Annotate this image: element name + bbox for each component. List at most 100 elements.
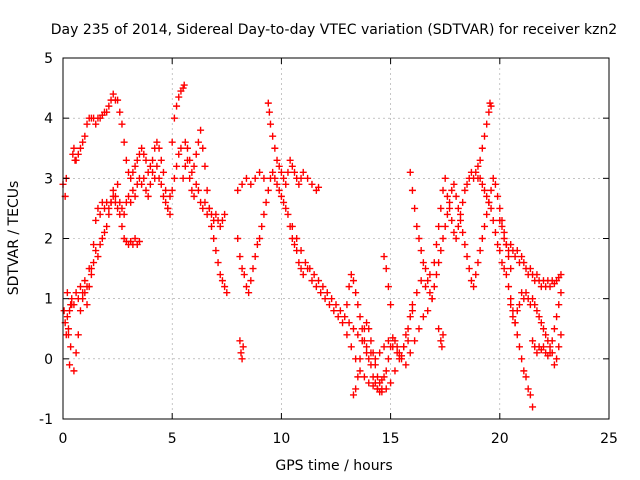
data-point xyxy=(408,307,416,315)
data-point xyxy=(365,355,373,363)
data-point xyxy=(356,355,364,363)
data-point xyxy=(120,138,128,146)
data-point xyxy=(72,289,80,297)
data-point xyxy=(284,210,292,218)
data-point xyxy=(441,174,449,182)
data-point xyxy=(180,81,188,89)
data-point xyxy=(62,331,70,339)
data-point xyxy=(105,210,113,218)
data-point xyxy=(262,198,270,206)
data-point xyxy=(288,162,296,170)
data-point xyxy=(349,391,357,399)
data-point xyxy=(238,180,246,188)
data-point xyxy=(199,204,207,212)
data-point xyxy=(194,138,202,146)
data-point xyxy=(109,186,117,194)
data-point xyxy=(96,210,104,218)
data-point xyxy=(149,168,157,176)
data-point xyxy=(114,204,122,212)
data-point xyxy=(459,228,467,236)
data-point xyxy=(98,235,106,242)
data-point xyxy=(146,162,154,170)
data-point xyxy=(428,295,436,303)
data-point xyxy=(201,198,209,206)
data-point xyxy=(264,99,272,107)
data-point xyxy=(363,349,371,357)
data-point xyxy=(483,210,491,218)
data-point xyxy=(94,253,102,261)
data-point xyxy=(269,168,277,176)
data-point xyxy=(424,307,432,315)
data-point xyxy=(116,210,124,218)
data-point xyxy=(168,138,176,146)
chart-title: Day 235 of 2014, Sidereal Day-to-day VTE… xyxy=(51,22,617,38)
data-point xyxy=(524,385,532,393)
data-point xyxy=(349,277,357,285)
data-point xyxy=(76,283,84,291)
data-point xyxy=(371,355,379,363)
data-point xyxy=(398,352,406,360)
data-point xyxy=(131,235,139,242)
data-point xyxy=(367,361,375,369)
data-point xyxy=(411,204,419,212)
data-point xyxy=(435,222,443,230)
data-point xyxy=(478,235,486,242)
data-point xyxy=(369,373,377,381)
data-point xyxy=(308,277,316,285)
data-point xyxy=(430,283,438,291)
data-point xyxy=(155,144,163,152)
data-point xyxy=(92,216,100,224)
data-point xyxy=(461,241,469,249)
x-tick-label: 10 xyxy=(272,431,290,447)
data-point xyxy=(306,265,314,273)
data-point xyxy=(391,337,399,345)
data-point xyxy=(87,265,95,273)
x-tick-label: 25 xyxy=(600,431,618,447)
data-point xyxy=(72,156,80,164)
x-axis-label: GPS time / hours xyxy=(275,458,392,474)
data-point xyxy=(557,331,565,339)
data-point xyxy=(432,271,440,279)
data-point xyxy=(435,325,443,333)
data-point xyxy=(242,283,250,291)
data-point xyxy=(162,186,170,194)
data-point xyxy=(387,301,395,309)
data-point xyxy=(321,295,329,303)
data-point xyxy=(234,186,242,194)
data-point xyxy=(384,337,392,345)
data-point xyxy=(81,289,89,297)
data-point xyxy=(304,174,312,182)
data-point xyxy=(454,222,462,230)
data-point xyxy=(539,343,547,351)
data-point xyxy=(387,379,395,387)
data-point xyxy=(122,156,130,164)
data-point xyxy=(529,403,537,411)
data-point xyxy=(277,192,285,200)
data-point xyxy=(251,174,259,182)
data-point xyxy=(183,144,191,152)
data-point xyxy=(92,120,100,128)
data-point xyxy=(526,391,534,399)
data-point xyxy=(550,325,558,333)
data-point xyxy=(384,283,392,291)
data-point xyxy=(555,301,563,309)
data-point xyxy=(295,180,303,188)
data-point xyxy=(406,313,414,321)
x-tick-label: 15 xyxy=(382,431,400,447)
data-point xyxy=(221,283,229,291)
data-point xyxy=(76,307,84,315)
data-point xyxy=(168,186,176,194)
data-point xyxy=(417,277,425,285)
data-point xyxy=(470,283,478,291)
data-point xyxy=(273,156,281,164)
data-point xyxy=(437,204,445,212)
data-point xyxy=(66,307,74,315)
data-point xyxy=(310,271,318,279)
data-point xyxy=(539,325,547,333)
data-point xyxy=(177,144,185,152)
data-point xyxy=(271,144,279,152)
data-point xyxy=(76,144,84,152)
data-point xyxy=(188,186,196,194)
data-point xyxy=(308,180,316,188)
data-point xyxy=(437,247,445,255)
